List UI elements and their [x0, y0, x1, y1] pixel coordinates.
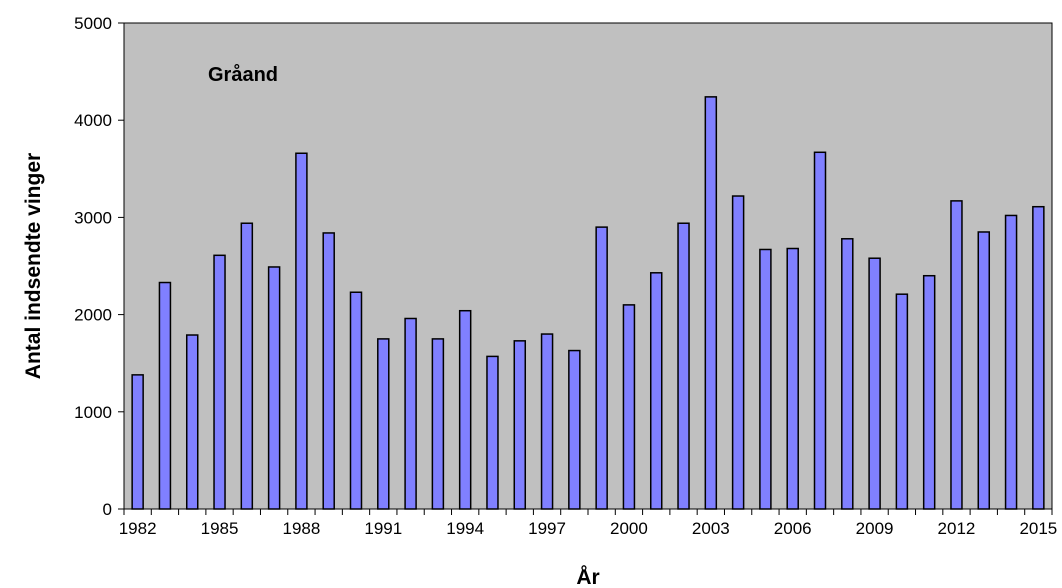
- x-tick-label: 2009: [856, 519, 894, 538]
- bar-1988: [295, 152, 308, 510]
- x-tick-label: 1982: [119, 519, 157, 538]
- bar-2012: [950, 200, 963, 510]
- x-tick-label: 1994: [446, 519, 484, 538]
- bar-1987: [267, 266, 281, 510]
- plot-area: [123, 22, 1053, 510]
- y-tick-label: 3000: [74, 208, 112, 227]
- x-tick-label: 2000: [610, 519, 648, 538]
- bar-2013: [977, 231, 991, 510]
- x-tick-label: 2003: [692, 519, 730, 538]
- bar-1982: [131, 374, 144, 510]
- x-axis: 1982 1985 1988 1991 1994 1997 2000 2003 2006 2009…: [119, 509, 1057, 538]
- x-tick-label: 2012: [938, 519, 976, 538]
- x-axis-title: År: [576, 565, 599, 588]
- y-tick-label: 4000: [74, 111, 112, 130]
- bar-1997: [540, 333, 554, 510]
- x-tick-label: 2006: [774, 519, 812, 538]
- x-tick-label: 1997: [528, 519, 566, 538]
- chart-title: Gråand: [208, 63, 278, 86]
- bar-2011: [922, 274, 936, 510]
- bar-1995: [486, 355, 499, 510]
- bar-2010: [895, 293, 909, 510]
- bars-group: [131, 96, 1045, 510]
- bar-1999: [595, 226, 608, 510]
- y-tick-label: 0: [103, 500, 112, 519]
- bar-1985: [213, 254, 226, 510]
- bar-2014: [1004, 214, 1018, 510]
- bar-2006: [786, 247, 799, 510]
- bar-2015: [1032, 205, 1045, 510]
- x-tick-label: 2015: [1019, 519, 1057, 538]
- bar-1998: [568, 349, 581, 510]
- bar-1993: [431, 338, 445, 510]
- y-axis: 0 1000 2000 3000 4000 5000: [74, 14, 124, 519]
- bar-2008: [841, 238, 854, 510]
- bar-2000: [622, 304, 636, 510]
- bar-1996: [513, 340, 527, 510]
- y-axis-title: Antal indsendte vinger: [22, 153, 45, 379]
- bar-2005: [759, 248, 772, 510]
- y-tick-label: 2000: [74, 306, 112, 325]
- bar-1983: [158, 281, 172, 510]
- bar-2004: [731, 195, 745, 510]
- bar-1984: [185, 334, 199, 510]
- bar-2001: [649, 272, 663, 510]
- x-tick-label: 1988: [282, 519, 320, 538]
- bar-1991: [377, 338, 390, 510]
- bar-1990: [349, 291, 363, 510]
- y-tick-label: 1000: [74, 403, 112, 422]
- bar-1986: [240, 222, 254, 510]
- bar-2007: [813, 151, 827, 510]
- bar-2002: [677, 222, 690, 510]
- bar-2009: [868, 257, 881, 510]
- bar-1994: [458, 309, 472, 510]
- x-tick-label: 1991: [364, 519, 402, 538]
- y-tick-label: 5000: [74, 14, 112, 33]
- bar-1989: [322, 232, 335, 510]
- bar-1992: [404, 317, 417, 510]
- x-tick-label: 1985: [201, 519, 239, 538]
- bar-2003: [704, 96, 718, 510]
